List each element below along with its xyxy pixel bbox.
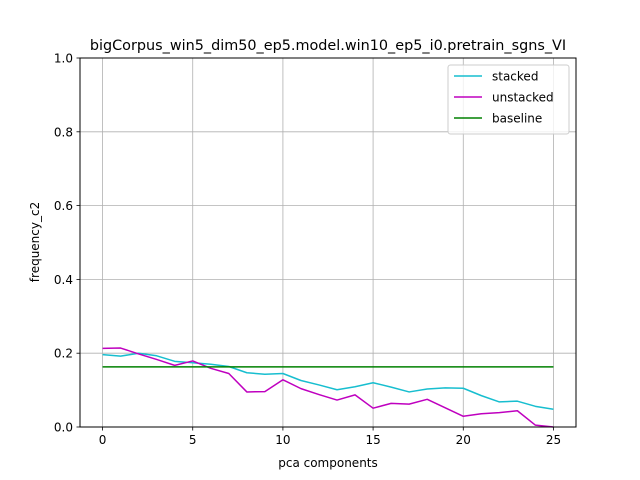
legend-box (447, 64, 570, 135)
legend: stacked unstacked baseline (447, 64, 570, 135)
y-tick-label: 0.8 (54, 125, 73, 139)
series-lines (102, 347, 554, 428)
x-tick-label: 5 (189, 433, 197, 447)
series-line-stacked (102, 352, 554, 411)
x-tick-label: 20 (456, 433, 471, 447)
legend-label-stacked: stacked (492, 70, 538, 84)
y-tick-label: 0.6 (54, 199, 73, 213)
x-axis-label: pca components (278, 456, 378, 470)
y-tick-label: 0.4 (54, 273, 73, 287)
x-tick-label: 10 (275, 433, 290, 447)
x-tick-label: 0 (99, 433, 107, 447)
y-tick-label: 0.0 (54, 421, 73, 435)
y-tick-label: 1.0 (54, 52, 73, 66)
series-line-unstacked (102, 347, 554, 428)
x-tick-label: 15 (365, 433, 380, 447)
axis-ticks: 0 5 10 15 20 25 0.0 0.2 0.4 0.6 0.8 1.0 (54, 52, 561, 448)
plot-frame (79, 57, 577, 428)
chart-title: bigCorpus_win5_dim50_ep5.model.win10_ep5… (90, 38, 566, 54)
y-tick-label: 0.2 (54, 347, 73, 361)
x-tick-label: 25 (546, 433, 561, 447)
legend-label-baseline: baseline (492, 112, 542, 126)
y-axis-label: frequency_c2 (28, 202, 42, 282)
legend-label-unstacked: unstacked (492, 91, 554, 105)
